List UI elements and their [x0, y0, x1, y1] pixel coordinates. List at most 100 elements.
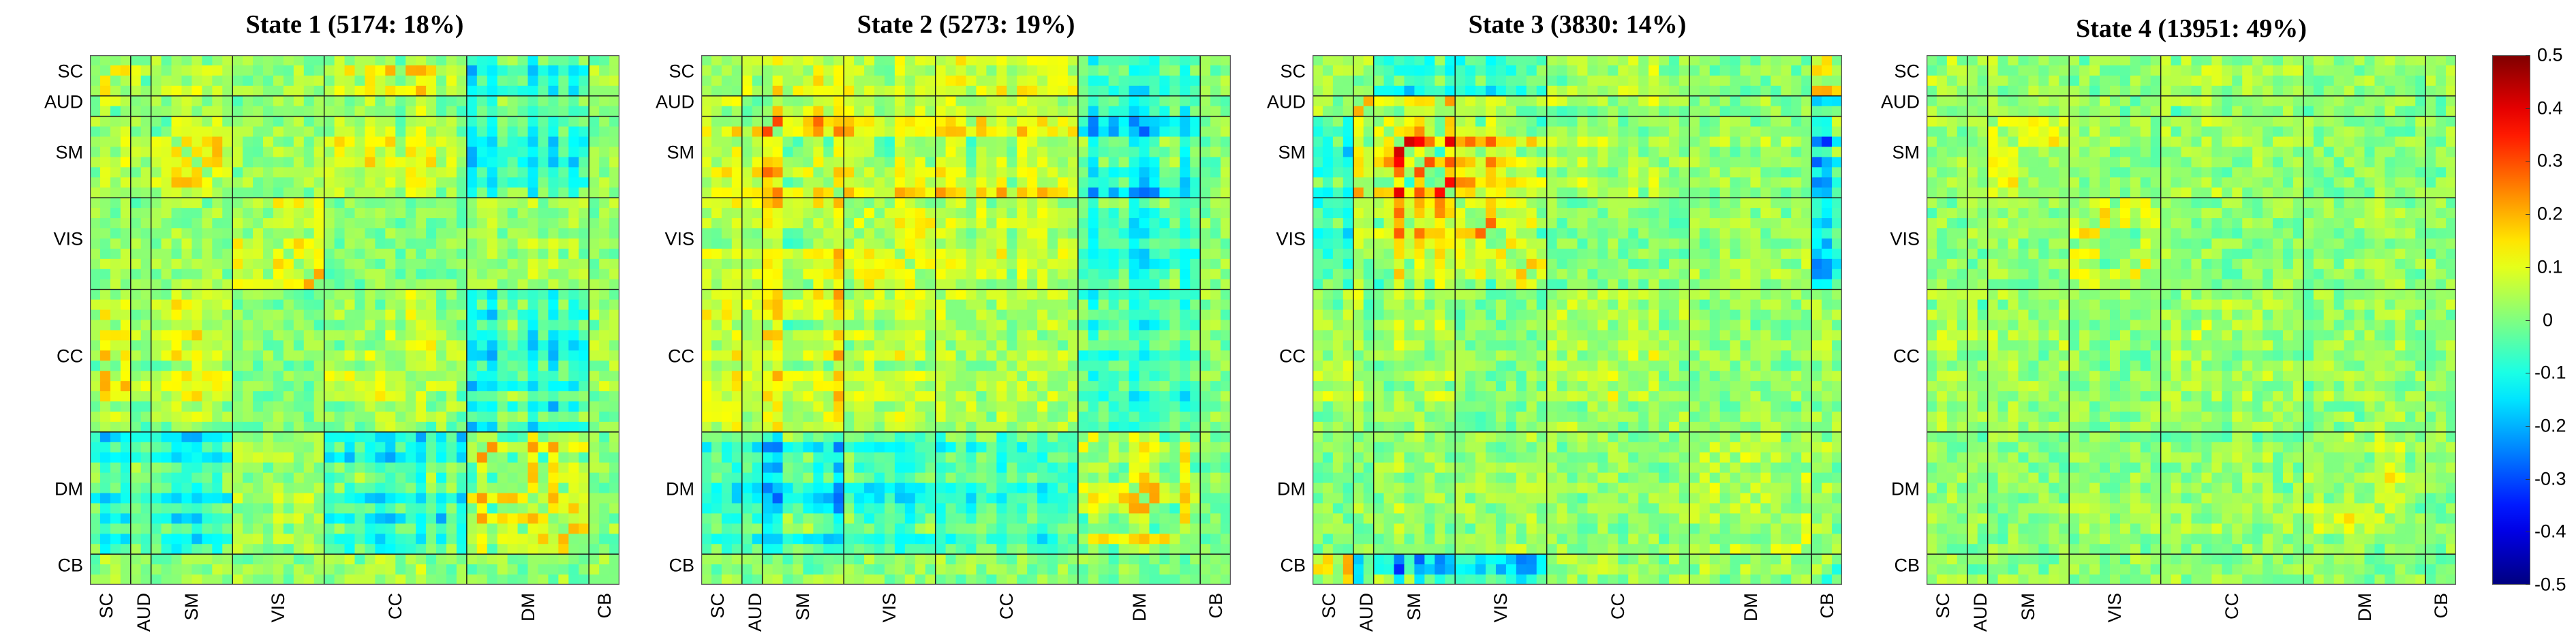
heatmap-cell — [762, 95, 773, 107]
heatmap-cell — [752, 493, 763, 504]
heatmap-cell — [385, 564, 396, 575]
heatmap-cell — [293, 544, 305, 555]
heatmap-cell — [416, 279, 427, 290]
heatmap-cell — [568, 381, 579, 392]
heatmap-cell — [497, 258, 508, 270]
heatmap-cell — [405, 279, 416, 290]
heatmap-cell — [986, 452, 997, 463]
heatmap-cell — [395, 238, 406, 249]
heatmap-cell — [568, 350, 579, 361]
heatmap-cell — [527, 361, 539, 371]
heatmap-cell — [731, 248, 743, 260]
heatmap-cell — [752, 482, 763, 494]
heatmap-cell — [181, 350, 193, 361]
heatmap-cell — [1200, 472, 1211, 484]
heatmap-cell — [793, 157, 804, 168]
heatmap-cell — [793, 228, 804, 239]
heatmap-cell — [915, 218, 926, 229]
heatmap-cell — [365, 95, 375, 107]
heatmap-cell — [466, 391, 478, 402]
heatmap-cell — [986, 361, 997, 371]
heatmap-cell — [884, 421, 895, 433]
heatmap-cell — [955, 279, 967, 290]
heatmap-cell — [609, 258, 619, 270]
heatmap-cell — [833, 421, 844, 433]
heatmap-cell — [90, 544, 101, 555]
heatmap-cell — [935, 289, 947, 301]
heatmap-cell — [344, 238, 356, 249]
heatmap-cell — [874, 258, 885, 270]
heatmap-cell — [263, 218, 274, 229]
heatmap-cell — [1037, 381, 1048, 392]
heatmap-cell — [833, 309, 844, 321]
heatmap-cell — [904, 279, 916, 290]
heatmap-cell — [151, 340, 162, 351]
heatmap-cell — [864, 177, 875, 188]
heatmap-cell — [1118, 55, 1130, 66]
heatmap-cell — [935, 452, 947, 463]
heatmap-cell — [446, 238, 457, 249]
heatmap-cell — [925, 269, 936, 280]
heatmap-cell — [405, 157, 416, 168]
heatmap-cell — [996, 85, 1007, 97]
heatmap-cell — [395, 95, 406, 107]
heatmap-cell — [1149, 106, 1160, 117]
heatmap-cell — [803, 269, 814, 280]
heatmap-cell — [1088, 371, 1099, 382]
heatmap-cell — [864, 411, 875, 423]
heatmap-cell — [90, 116, 101, 127]
heatmap-cell — [120, 391, 132, 402]
heatmap-cell — [171, 330, 183, 341]
heatmap-cell — [731, 340, 743, 351]
heatmap-cell — [171, 493, 183, 504]
heatmap-cell — [476, 421, 488, 433]
heatmap-cell — [741, 279, 753, 290]
heatmap-cell — [986, 330, 997, 341]
heatmap-cell — [1057, 177, 1069, 188]
heatmap-cell — [365, 116, 375, 127]
heatmap-cell — [151, 157, 162, 168]
heatmap-cell — [90, 330, 101, 341]
heatmap-cell — [365, 472, 375, 484]
heatmap-cell — [833, 350, 844, 361]
heatmap-cell — [1067, 85, 1079, 97]
heatmap-cell — [395, 503, 406, 514]
heatmap-cell — [1017, 350, 1028, 361]
heatmap-cell — [354, 330, 366, 341]
heatmap-cell — [1149, 391, 1160, 402]
heatmap-cell — [558, 65, 569, 76]
heatmap-cell — [558, 85, 569, 97]
heatmap-cell — [202, 106, 213, 117]
heatmap-cell — [1149, 309, 1160, 321]
heatmap-cell — [925, 371, 936, 382]
heatmap-cell — [385, 258, 396, 270]
heatmap-cell — [426, 340, 437, 351]
heatmap-cell — [915, 248, 926, 260]
heatmap-cell — [466, 361, 478, 371]
heatmap-cell — [925, 330, 936, 341]
heatmap-cell — [120, 309, 132, 321]
heatmap-cell — [793, 198, 804, 209]
heatmap-cell — [803, 218, 814, 229]
heatmap-cell — [823, 218, 834, 229]
heatmap-cell — [161, 258, 172, 270]
heatmap-cell — [344, 401, 356, 412]
heatmap-cell — [263, 299, 274, 311]
heatmap-cell — [222, 65, 233, 76]
heatmap-cell — [487, 493, 498, 504]
heatmap-cell — [538, 75, 549, 87]
heatmap-cell — [1067, 157, 1079, 168]
heatmap-cell — [996, 309, 1007, 321]
heatmap-cell — [976, 228, 987, 239]
heatmap-cell — [762, 411, 773, 423]
heatmap-cell — [1149, 238, 1160, 249]
heatmap-cell — [476, 309, 488, 321]
heatmap-cell — [202, 116, 213, 127]
heatmap-cell — [344, 157, 356, 168]
heatmap-cell — [497, 350, 508, 361]
heatmap-cell — [864, 340, 875, 351]
heatmap-cell — [212, 411, 223, 423]
heatmap-cell — [711, 187, 722, 198]
heatmap-cell — [935, 126, 947, 138]
heatmap-cell — [1098, 187, 1109, 198]
